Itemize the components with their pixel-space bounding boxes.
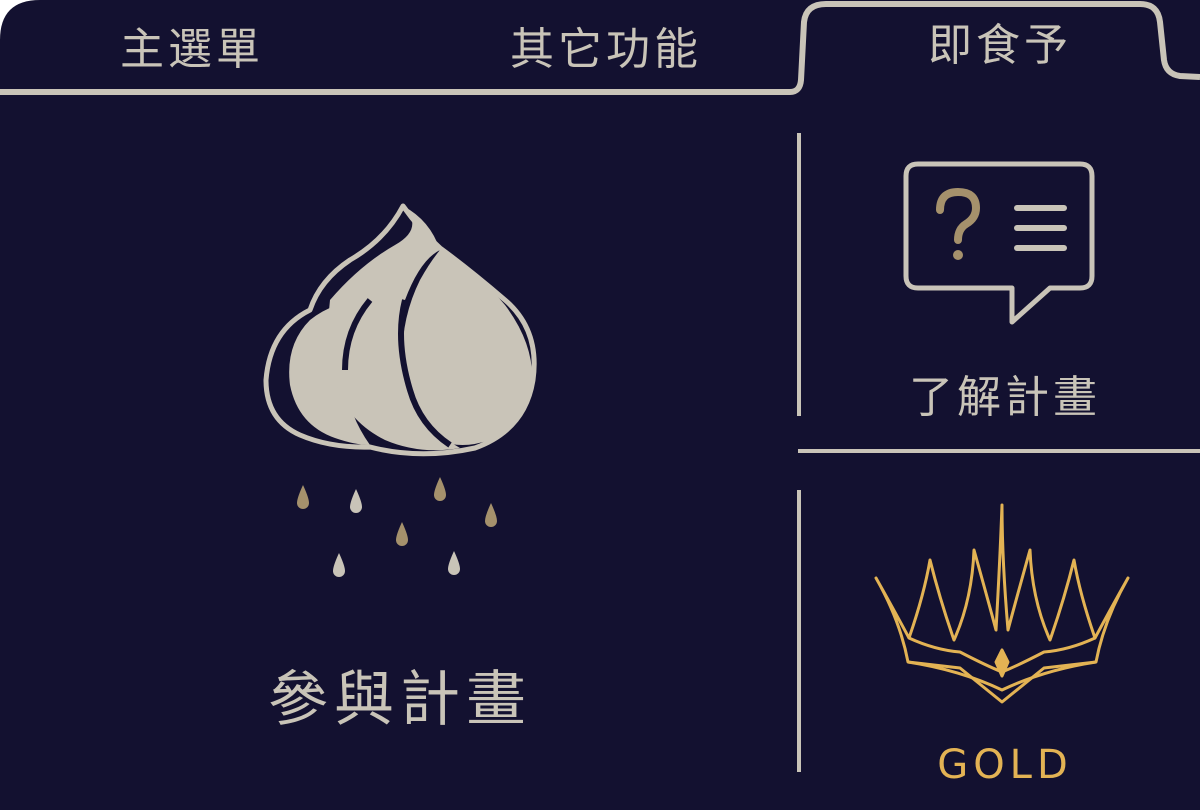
cream-cloud-rain-icon xyxy=(263,203,537,577)
tab-ready-meal[interactable]: 即食予 xyxy=(928,20,1072,71)
question-chat-icon xyxy=(903,161,1095,325)
tab-main-menu[interactable]: 主選單 xyxy=(120,24,264,75)
vertical-divider-top xyxy=(797,133,801,416)
gold-label: GOLD xyxy=(937,742,1073,788)
gold-button[interactable]: GOLD xyxy=(840,500,1170,790)
learn-plan-button[interactable]: 了解計畫 xyxy=(830,150,1180,430)
horizontal-divider xyxy=(798,449,1200,453)
join-plan-label: 參與計畫 xyxy=(268,665,532,735)
crown-icon xyxy=(874,503,1130,704)
learn-plan-label: 了解計畫 xyxy=(909,372,1101,423)
join-plan-button[interactable]: 參與計畫 xyxy=(200,180,600,760)
vertical-divider-bottom xyxy=(797,490,801,772)
tab-other-functions[interactable]: 其它功能 xyxy=(510,24,702,75)
